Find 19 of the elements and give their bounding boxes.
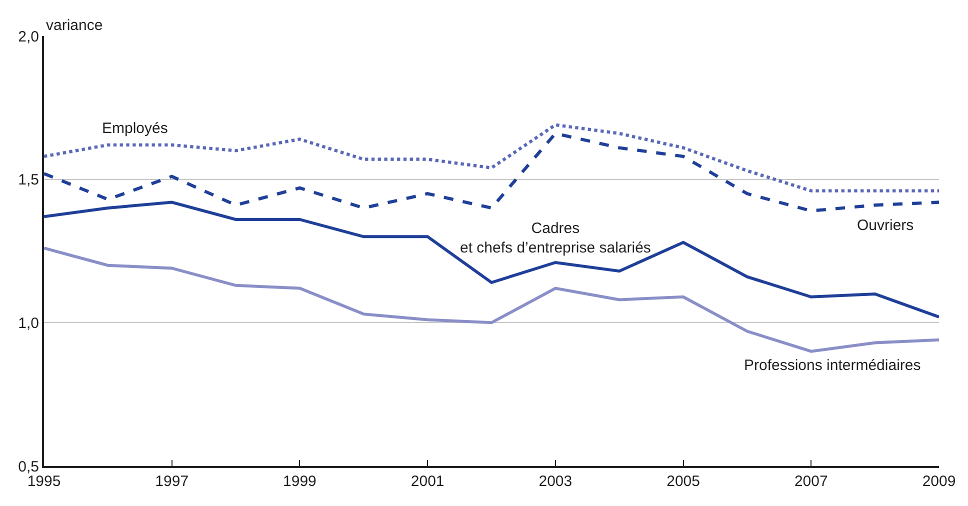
series-label: Employés <box>102 120 168 137</box>
y-axis-title: variance <box>46 17 103 34</box>
x-tick-label: 2007 <box>794 473 828 490</box>
series-label: Cadres et chefs d’entreprise salariés <box>460 220 651 256</box>
series-label: Professions intermédiaires <box>744 357 921 374</box>
x-tick-label: 2003 <box>538 473 572 490</box>
x-tick-label: 1999 <box>283 473 316 490</box>
x-tick-label: 2009 <box>922 473 956 490</box>
y-tick-label: 2,0 <box>18 28 39 46</box>
line-series <box>44 200 939 318</box>
x-tick-label: 2001 <box>410 473 444 490</box>
y-tick-label: 1,5 <box>18 172 39 189</box>
x-tick-label: 1997 <box>155 473 189 490</box>
x-tick-label: 2005 <box>666 473 700 490</box>
y-tick-label: 0,5 <box>18 458 39 476</box>
line-series <box>44 123 939 192</box>
x-tick-label: 1995 <box>27 473 61 490</box>
series-label: Ouvriers <box>857 217 914 234</box>
y-tick-label: 1,0 <box>18 314 39 332</box>
